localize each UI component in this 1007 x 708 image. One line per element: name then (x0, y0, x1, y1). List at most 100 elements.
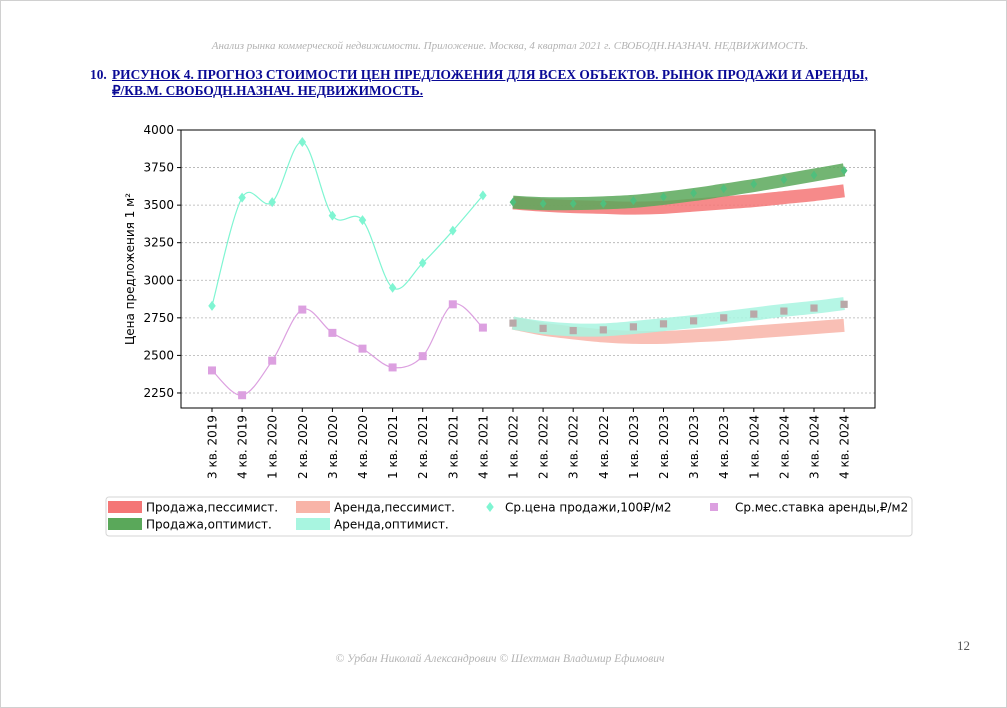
x-tick-label: 4 кв. 2021 (476, 415, 490, 479)
legend-swatch (296, 501, 330, 513)
x-tick-label: 4 кв. 2019 (236, 415, 250, 479)
data-markers (208, 137, 848, 400)
history-lines (211, 141, 484, 396)
figure-title-line1: РИСУНОК 4. ПРОГНОЗ СТОИМОСТИ ЦЕН ПРЕДЛОЖ… (112, 67, 868, 82)
x-tick-label: 1 кв. 2023 (627, 415, 641, 479)
chart-gridlines (181, 129, 875, 394)
forecast-point-square (840, 300, 848, 308)
legend-swatch (108, 518, 142, 530)
x-tick-label: 3 кв. 2022 (567, 415, 581, 479)
legend-label: Продажа,пессимист. (146, 501, 278, 515)
legend-swatch (108, 501, 142, 513)
x-tick-label: 2 кв. 2024 (777, 415, 791, 479)
x-tick-label: 3 кв. 2024 (808, 415, 822, 479)
forecast-point-diamond (660, 192, 667, 202)
legend-label: Ср.цена продажи,100₽/м2 (505, 501, 672, 515)
forecast-point-diamond (509, 197, 517, 207)
point-ср-мес-ставка-аренды-м2 (448, 300, 457, 309)
forecast-point-diamond (690, 188, 697, 198)
x-tick-label: 4 кв. 2024 (838, 415, 852, 479)
point-ср-цена-продажи-100-м2 (238, 192, 246, 203)
y-tick-label: 3500 (143, 198, 174, 212)
forecast-point-diamond (750, 179, 758, 189)
x-tick-label: 4 кв. 2022 (597, 415, 611, 479)
page-number: 12 (957, 638, 970, 653)
point-ср-цена-продажи-100-м2 (479, 190, 487, 201)
x-tick-label: 3 кв. 2023 (687, 415, 701, 479)
line-ср-мес-ставка-аренды-м2 (211, 303, 484, 396)
forecast-point-diamond (599, 199, 607, 209)
point-ср-цена-продажи-100-м2 (328, 210, 337, 221)
forecast-point-square (569, 327, 577, 335)
legend-label: Аренда,оптимист. (334, 518, 449, 532)
forecast-point-diamond (539, 199, 547, 209)
x-tick-label: 1 кв. 2022 (507, 415, 521, 479)
running-header: Анализ рынка коммерческой недвижимости. … (211, 40, 809, 52)
forecast-point-square (780, 307, 788, 315)
point-ср-цена-продажи-100-м2 (268, 197, 276, 208)
point-ср-мес-ставка-аренды-м2 (268, 356, 277, 365)
point-ср-мес-ставка-аренды-м2 (238, 391, 247, 400)
forecast-point-diamond (569, 199, 577, 209)
x-tick-label: 4 кв. 2020 (356, 415, 370, 479)
y-tick-label: 3250 (143, 236, 174, 250)
x-tick-label: 2 кв. 2023 (657, 415, 671, 479)
y-tick-label: 2750 (143, 311, 174, 325)
forecast-point-square (750, 310, 758, 318)
x-tick-label: 1 кв. 2020 (266, 415, 280, 479)
forecast-point-diamond (720, 184, 728, 194)
point-ср-мес-ставка-аренды-м2 (478, 323, 487, 332)
x-tick-label: 2 кв. 2020 (296, 415, 310, 479)
x-tick-label: 1 кв. 2024 (747, 415, 761, 479)
legend-marker (710, 503, 718, 511)
forecast-point-square (539, 324, 547, 332)
point-ср-цена-продажи-100-м2 (388, 282, 397, 293)
forecast-point-square (659, 320, 668, 328)
plot-area-frame (180, 129, 876, 409)
x-tick-label: 1 кв. 2021 (386, 415, 400, 479)
legend-label: Продажа,оптимист. (146, 518, 272, 532)
forecast-point-square (810, 304, 818, 312)
forecast-point-square (720, 314, 728, 322)
forecast-point-square (690, 317, 698, 325)
forecast-point-square (629, 323, 637, 331)
x-tick-label: 3 кв. 2019 (206, 415, 220, 479)
x-tick-label: 2 кв. 2022 (537, 415, 551, 479)
forecast-point-diamond (810, 170, 818, 180)
point-ср-мес-ставка-аренды-м2 (358, 344, 367, 353)
legend-marker (486, 502, 494, 512)
point-ср-мес-ставка-аренды-м2 (328, 328, 337, 337)
forecast-point-square (509, 319, 517, 327)
point-ср-мес-ставка-аренды-м2 (388, 363, 397, 372)
x-tick-label: 2 кв. 2021 (416, 415, 430, 479)
point-ср-мес-ставка-аренды-м2 (418, 352, 427, 361)
forecast-point-diamond (840, 166, 848, 176)
x-tick-label: 4 кв. 2023 (717, 415, 731, 479)
point-ср-цена-продажи-100-м2 (208, 300, 216, 311)
chart-axes: 2250 2500 2750 3000 3250 3500 3750 4000 3 кв. 20… (143, 123, 851, 479)
point-ср-цена-продажи-100-м2 (358, 215, 367, 226)
y-tick-label: 3750 (143, 161, 174, 175)
forecast-point-diamond (630, 196, 637, 206)
y-tick-label: 2500 (143, 348, 174, 362)
point-ср-цена-продажи-100-м2 (418, 257, 427, 268)
figure-title-line2: ₽/КВ.М. СВОБОДН.НАЗНАЧ. НЕДВИЖИМОСТЬ. (112, 83, 424, 98)
line-ср-цена-продажи-100-м2 (211, 141, 484, 306)
y-tick-label: 3000 (143, 273, 174, 287)
forecast-bands (511, 163, 846, 345)
point-ср-цена-продажи-100-м2 (298, 137, 307, 148)
figure-number: 10. (90, 67, 107, 82)
y-tick-label: 2250 (143, 386, 174, 400)
forecast-point-diamond (780, 175, 788, 185)
footer-copyright: © Урбан Николай Александрович © Шехтман … (335, 653, 665, 665)
x-tick-label: 3 кв. 2020 (326, 415, 340, 479)
y-axis-label: Цена предложения 1 м² (123, 193, 137, 345)
legend-label: Ср.мес.ставка аренды,₽/м2 (735, 501, 908, 515)
figure-title: 10. РИСУНОК 4. ПРОГНОЗ СТОИМОСТИ ЦЕН ПРЕД… (90, 67, 950, 99)
y-tick-label: 4000 (143, 123, 174, 137)
forecast-point-square (599, 326, 607, 334)
legend-swatch (296, 518, 330, 530)
point-ср-мес-ставка-аренды-м2 (298, 305, 307, 314)
legend-label: Аренда,пессимист. (334, 501, 455, 515)
